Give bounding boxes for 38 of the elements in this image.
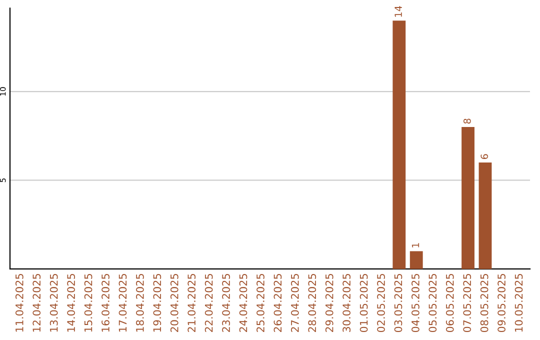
x-tick-label: 05.05.2025 xyxy=(428,274,437,332)
x-tick-label: 07.05.2025 xyxy=(463,274,472,332)
x-tick-label: 04.05.2025 xyxy=(412,274,420,332)
x-tick-label: 17.04.2025 xyxy=(118,274,127,332)
data-label: 1 xyxy=(412,243,420,248)
bar xyxy=(478,162,492,269)
x-tick-label: 03.05.2025 xyxy=(394,274,402,332)
x-tick-label: 13.04.2025 xyxy=(50,274,58,332)
x-tick-label: 09.05.2025 xyxy=(498,274,506,332)
x-tick-label: 24.04.2025 xyxy=(239,274,248,332)
x-tick-label: 10.05.2025 xyxy=(514,274,523,332)
x-tick-label: 18.04.2025 xyxy=(136,274,144,332)
x-tick-label: 28.04.2025 xyxy=(308,274,316,332)
x-tick-label: 22.04.2025 xyxy=(204,274,213,332)
data-label: 6 xyxy=(480,154,488,160)
x-tick-label: 15.04.2025 xyxy=(84,274,92,332)
bar xyxy=(392,20,406,269)
x-tick-label: 11.04.2025 xyxy=(15,274,24,332)
x-tick-label: 06.05.2025 xyxy=(446,274,454,332)
x-tick-label: 27.04.2025 xyxy=(290,274,299,332)
x-tick-label: 12.04.2025 xyxy=(32,274,41,332)
x-tick-label: 08.05.2025 xyxy=(480,274,488,332)
data-label: 14 xyxy=(394,6,402,17)
x-tick-label: 26.04.2025 xyxy=(274,274,282,332)
x-tick-label: 16.04.2025 xyxy=(102,274,110,332)
x-tick-label: 01.05.2025 xyxy=(360,274,368,332)
x-tick-label: 23.04.2025 xyxy=(222,274,230,332)
bar xyxy=(462,127,474,269)
x-tick-label: 29.04.2025 xyxy=(325,274,334,332)
x-tick-label: 20.04.2025 xyxy=(170,274,178,332)
x-tick-label: 30.04.2025 xyxy=(342,274,351,332)
x-tick-label: 19.04.2025 xyxy=(153,274,162,332)
x-tick-label: 25.04.2025 xyxy=(256,274,264,332)
x-tick-label: 02.05.2025 xyxy=(377,274,385,332)
x-tick-label: 21.04.2025 xyxy=(188,274,196,332)
bar xyxy=(410,251,423,269)
x-tick-label: 14.04.2025 xyxy=(67,274,75,332)
data-label: 8 xyxy=(463,118,471,124)
